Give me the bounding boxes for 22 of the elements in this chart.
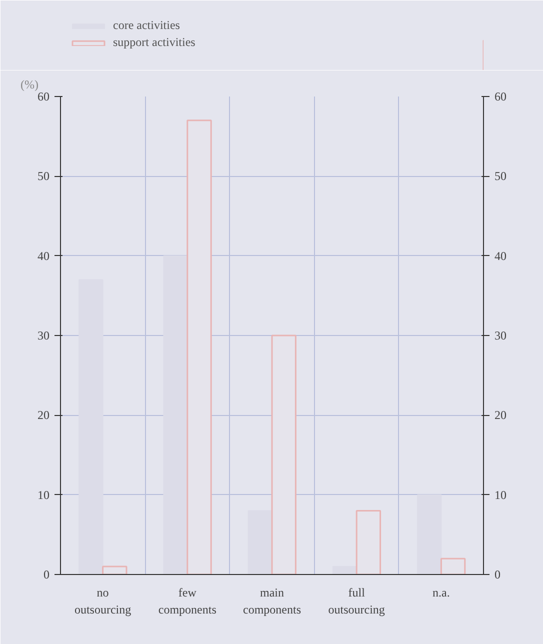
y-tick-label: 20 <box>38 408 50 422</box>
y-tick-label: 30 <box>38 328 50 342</box>
y2-tick-label: 40 <box>494 248 506 263</box>
y2-tick-label: 20 <box>494 408 506 422</box>
x-tick-label: few components <box>158 586 217 616</box>
y-tick-label: 10 <box>38 488 50 502</box>
x-tick-label: full outsourcing <box>328 586 385 616</box>
y-tick-label: 40 <box>38 248 50 263</box>
y-axis-title: (%) <box>20 78 38 92</box>
legend-label: core activities <box>113 18 180 33</box>
y2-tick-label: 50 <box>494 169 506 184</box>
legend-label: support activities <box>113 35 196 50</box>
y-tick-label: 0 <box>44 568 50 582</box>
x-tick-label: n.a. <box>432 586 450 600</box>
y-tick-label: 60 <box>38 90 50 104</box>
y2-tick-label: 0 <box>494 568 500 582</box>
y2-tick-label: 60 <box>494 90 506 104</box>
x-tick-label: main components <box>243 586 302 616</box>
y2-tick-label: 10 <box>494 488 506 502</box>
y2-tick-label: 30 <box>494 328 506 342</box>
y-tick-label: 50 <box>38 169 50 184</box>
x-tick-label: no outsourcing <box>74 586 132 616</box>
